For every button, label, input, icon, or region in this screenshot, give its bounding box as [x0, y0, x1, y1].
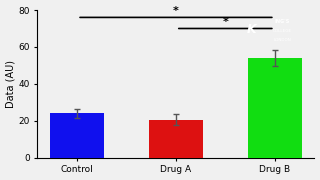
Text: *: * — [173, 6, 179, 16]
Y-axis label: Data (AU): Data (AU) — [5, 60, 16, 108]
Text: ING'S: ING'S — [275, 19, 290, 24]
Text: K: K — [246, 23, 256, 36]
Bar — [149, 120, 203, 158]
Bar — [50, 113, 104, 158]
Bar — [248, 58, 302, 158]
Text: COLLEGE: COLLEGE — [273, 29, 292, 33]
Text: *: * — [222, 17, 228, 27]
Text: LONDON: LONDON — [273, 39, 291, 42]
